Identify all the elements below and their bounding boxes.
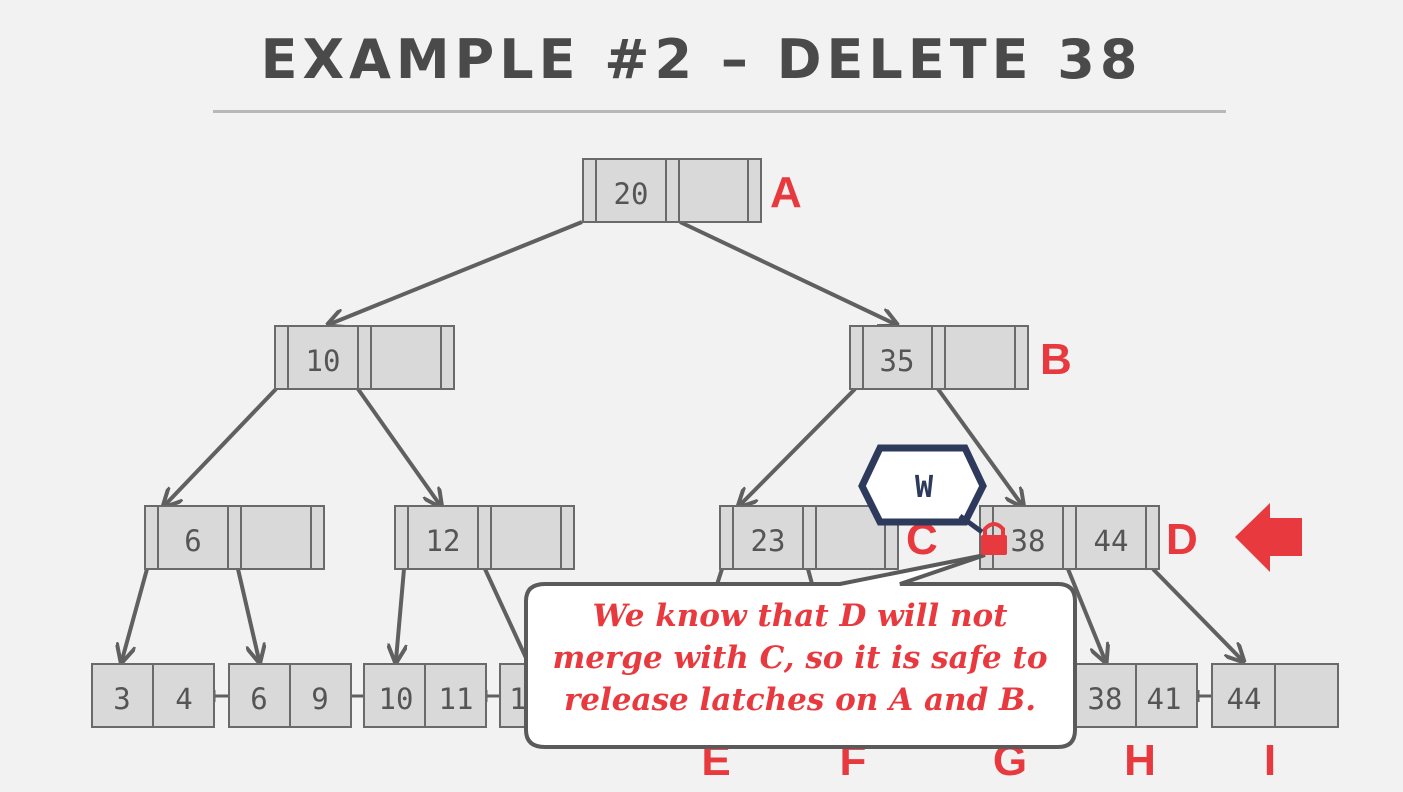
callout-bubble	[524, 553, 1077, 749]
write-latch-badge: W	[858, 444, 1007, 555]
leaf-h-key-1: 38	[1088, 682, 1123, 716]
callout-line-1: We know that D will not	[592, 598, 1008, 634]
node-inner-10: 10	[274, 325, 455, 390]
edge-b-to-c	[740, 387, 857, 505]
leaf-2-key-1: 10	[379, 682, 414, 716]
edge-d-to-i	[1151, 567, 1242, 660]
edge-12-to-leaf	[483, 568, 529, 661]
edge-6-to-6leaf	[236, 568, 259, 660]
leaf-1-key-1: 6	[250, 682, 267, 716]
leaf-0-key-1: 3	[113, 682, 130, 716]
node-12-key-1: 12	[426, 524, 461, 558]
node-inner-12: 12	[394, 505, 575, 570]
leaf-0-key-2: 4	[175, 682, 192, 716]
leaf-i-key-1: 44	[1227, 682, 1262, 716]
leaf-label-i: I	[1264, 736, 1276, 785]
node-a-key-1: 20	[614, 177, 649, 211]
edge-10-to-12	[356, 387, 440, 505]
edge-12-to-10	[396, 568, 404, 660]
leaf-6-9: 6 9	[228, 663, 352, 728]
node-d-key-2: 44	[1094, 524, 1129, 558]
node-d-label: D	[1166, 515, 1198, 564]
leaf-2-key-2: 11	[439, 682, 474, 716]
callout-line-3: release latches on A and B.	[563, 682, 1037, 718]
node-b-key-1: 35	[880, 344, 915, 378]
leaf-1-key-2: 9	[311, 682, 328, 716]
node-d-key-1: 38	[1011, 524, 1046, 558]
lock-icon	[981, 522, 1007, 555]
node-inner-6: 6	[144, 505, 325, 570]
node-c-key-1: 23	[751, 524, 786, 558]
node-d: 38 44 D	[979, 505, 1198, 570]
node-b-label: B	[1040, 335, 1072, 384]
leaf-10-11: 10 11	[363, 663, 487, 728]
title-divider	[213, 110, 1226, 113]
latch-mode-label: W	[915, 470, 934, 505]
callout-line-2: merge with C, so it is safe to	[552, 640, 1048, 676]
current-node-arrow-icon	[1235, 503, 1302, 572]
callout-text: We know that D will not merge with C, so…	[540, 595, 1060, 721]
node-a-label: A	[770, 168, 802, 217]
edge-b-to-d	[936, 387, 1022, 505]
edge-10-to-6	[165, 387, 278, 505]
node-10-key-1: 10	[306, 344, 341, 378]
leaf-i: 44	[1211, 663, 1339, 728]
leaf-3-4: 3 4	[91, 663, 215, 728]
edge-a-to-10	[330, 220, 583, 324]
edge-a-to-b	[679, 220, 895, 324]
leaf-h: 38 41	[1074, 663, 1198, 728]
slide-title: EXAMPLE #2 – DELETE 38	[260, 28, 1143, 91]
node-b: 35 B	[849, 325, 1072, 390]
leaf-label-h: H	[1124, 736, 1156, 785]
edge-6-to-3	[122, 568, 149, 660]
node-c: 23 C	[719, 505, 938, 570]
node-6-key-1: 6	[184, 524, 201, 558]
node-a: 20 A	[582, 158, 802, 223]
leaf-h-key-2: 41	[1147, 682, 1182, 716]
leaf-3-key-1: 1	[509, 682, 526, 716]
edge-d-to-h	[1066, 568, 1105, 660]
